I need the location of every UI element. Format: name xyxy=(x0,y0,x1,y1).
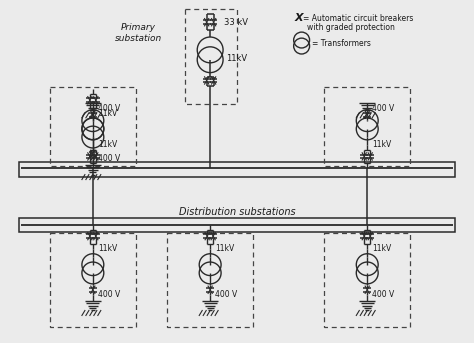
Bar xyxy=(50,233,136,327)
Text: with graded protection: with graded protection xyxy=(307,23,394,32)
Text: 11kV: 11kV xyxy=(372,245,392,253)
Text: 400 V: 400 V xyxy=(372,290,394,299)
Text: 11kV: 11kV xyxy=(98,109,117,118)
Text: 11kV: 11kV xyxy=(372,140,392,149)
Text: 400 V: 400 V xyxy=(215,290,237,299)
Bar xyxy=(19,162,455,177)
Text: = Automatic circuit breakers: = Automatic circuit breakers xyxy=(302,14,413,23)
Text: 11kV: 11kV xyxy=(215,245,234,253)
Bar xyxy=(19,217,455,232)
Text: 33 kV: 33 kV xyxy=(224,18,248,27)
Text: 400 V: 400 V xyxy=(98,290,120,299)
Bar xyxy=(167,233,253,327)
Text: Primary
substation: Primary substation xyxy=(115,23,162,43)
Text: = Transformers: = Transformers xyxy=(311,38,371,48)
Text: 400 V: 400 V xyxy=(98,154,120,163)
Bar xyxy=(185,9,237,104)
Bar xyxy=(325,87,410,166)
Bar xyxy=(325,233,410,327)
Text: 400 V: 400 V xyxy=(372,104,394,114)
Text: 11kV: 11kV xyxy=(226,54,247,63)
Text: Distribution substations: Distribution substations xyxy=(179,206,295,217)
Bar xyxy=(50,87,136,166)
Text: 11kV: 11kV xyxy=(98,140,117,149)
Text: X: X xyxy=(295,13,303,23)
Text: 11kV: 11kV xyxy=(98,245,117,253)
Text: 400 V: 400 V xyxy=(98,104,120,114)
